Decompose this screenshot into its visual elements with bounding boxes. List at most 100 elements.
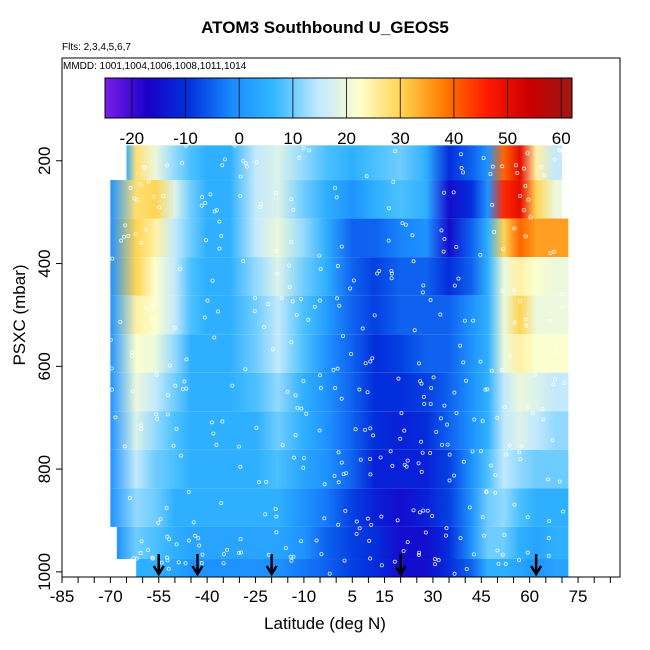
obs-dot — [392, 559, 397, 564]
obs-dot — [256, 480, 261, 485]
obs-dot — [454, 411, 459, 416]
obs-dot — [199, 203, 204, 208]
colorbar-tick-label: 60 — [552, 129, 571, 148]
obs-dot — [420, 290, 425, 295]
obs-dot — [546, 553, 551, 558]
obs-dot — [547, 519, 552, 524]
obs-dot — [523, 317, 528, 322]
obs-dot — [167, 363, 172, 368]
obs-dot — [443, 533, 448, 538]
obs-dot — [444, 422, 449, 427]
obs-dot — [464, 566, 469, 571]
obs-dot — [442, 237, 447, 242]
obs-dot — [167, 537, 172, 542]
obs-dot — [274, 249, 279, 254]
obs-dot — [502, 404, 507, 409]
obs-dot — [504, 452, 509, 457]
obs-dot — [411, 508, 416, 513]
obs-dot — [458, 536, 463, 541]
obs-dot — [512, 320, 517, 325]
obs-dot — [238, 174, 243, 179]
obs-dot — [165, 163, 170, 168]
obs-dot — [289, 239, 294, 244]
obs-dot — [410, 233, 415, 238]
obs-dot — [371, 433, 376, 438]
obs-dot — [517, 450, 522, 455]
obs-dot — [405, 540, 410, 545]
obs-dot — [559, 292, 564, 297]
x-axis-label: Latitude (deg N) — [264, 614, 386, 633]
obs-dot — [521, 208, 526, 213]
obs-dot — [480, 419, 485, 424]
obs-dot — [203, 201, 208, 206]
obs-dot — [109, 387, 114, 392]
obs-dot — [375, 271, 380, 276]
obs-dot — [174, 542, 179, 547]
obs-dot — [182, 379, 187, 384]
obs-dot — [138, 551, 143, 556]
obs-dot — [517, 299, 522, 304]
obs-dot — [339, 244, 344, 249]
obs-dot — [335, 264, 340, 269]
obs-dot — [378, 455, 383, 460]
plot-frame — [61, 57, 621, 578]
heatmap-row — [110, 488, 569, 527]
obs-dot — [557, 479, 562, 484]
y-tick-label: 200 — [35, 147, 54, 175]
obs-dot — [495, 415, 500, 420]
obs-dot — [139, 539, 144, 544]
obs-dot — [542, 173, 547, 178]
heatmap-row — [110, 257, 569, 296]
obs-dot — [364, 174, 369, 179]
obs-dot — [461, 360, 466, 365]
obs-dot — [236, 444, 241, 449]
obs-dot — [225, 547, 230, 552]
obs-dot — [144, 227, 149, 232]
obs-dot — [295, 405, 300, 410]
x-axis: -85 -70 -55 -40 -25 -10 5 15 30 45 60 75 — [50, 577, 611, 606]
obs-dot — [354, 519, 359, 524]
obs-dot — [165, 558, 170, 563]
obs-dot — [526, 404, 531, 409]
obs-dot — [238, 193, 243, 198]
obs-dot — [438, 312, 443, 317]
obs-dot — [322, 482, 327, 487]
obs-dot — [287, 284, 292, 289]
obs-dot — [289, 558, 294, 563]
obs-dot — [119, 238, 124, 243]
obs-dot — [432, 562, 437, 567]
obs-dot — [348, 286, 353, 291]
obs-dot — [342, 558, 347, 563]
obs-dot — [279, 296, 284, 301]
obs-dot — [302, 456, 307, 461]
obs-dot — [266, 552, 271, 557]
obs-dot — [215, 309, 220, 314]
obs-dot — [142, 164, 147, 169]
obs-dot — [312, 304, 317, 309]
obs-dot — [243, 367, 248, 372]
y-axis: 200 400 600 800 1000 — [35, 147, 62, 591]
obs-dot — [478, 359, 483, 364]
x-tick-label: -25 — [243, 587, 268, 606]
obs-dot — [458, 152, 463, 157]
obs-dot — [425, 508, 430, 513]
obs-dot — [416, 461, 421, 466]
obs-dot — [208, 192, 213, 197]
obs-dot — [513, 163, 518, 168]
obs-dot — [431, 375, 436, 380]
obs-dot — [230, 383, 235, 388]
obs-dot — [211, 431, 216, 436]
obs-dot — [532, 372, 537, 377]
obs-dot — [319, 552, 324, 557]
obs-dot — [402, 462, 407, 467]
obs-dot — [490, 203, 495, 208]
obs-dot — [331, 367, 336, 372]
x-tick-label: 45 — [472, 587, 491, 606]
obs-dot — [349, 351, 354, 356]
obs-dot — [467, 505, 472, 510]
obs-dot — [151, 194, 156, 199]
obs-dot — [516, 558, 521, 563]
obs-dot — [332, 473, 337, 478]
obs-dot — [156, 520, 161, 525]
obs-dot — [219, 501, 224, 506]
